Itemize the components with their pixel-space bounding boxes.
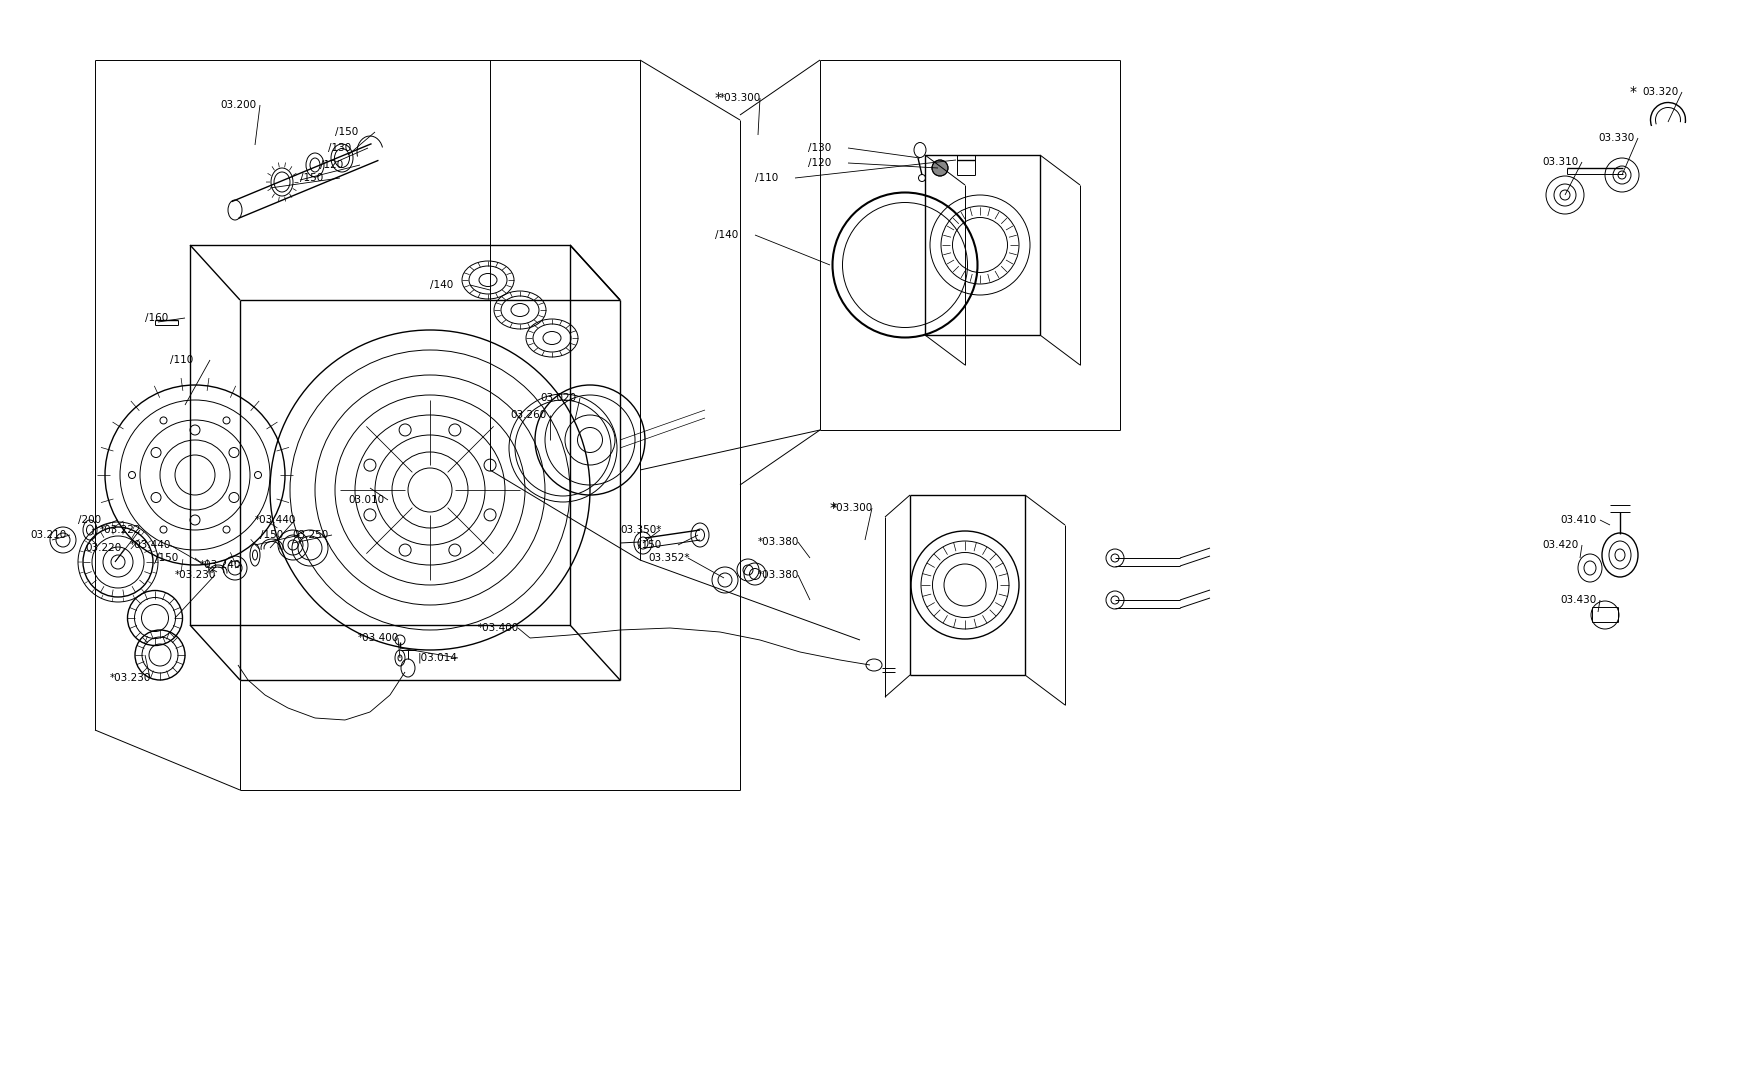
- Text: *03.400: *03.400: [358, 633, 398, 643]
- Text: 03.210: 03.210: [30, 530, 66, 540]
- Text: 03.350*: 03.350*: [619, 525, 661, 535]
- Text: /110: /110: [170, 355, 193, 365]
- Text: /120: /120: [320, 160, 343, 170]
- Text: /140: /140: [715, 230, 737, 240]
- Text: *03.222: *03.222: [99, 525, 141, 535]
- Text: 03.250: 03.250: [292, 530, 329, 540]
- Text: 03.430: 03.430: [1560, 595, 1595, 605]
- Text: 03.200: 03.200: [219, 100, 256, 110]
- Text: |03.014: |03.014: [417, 653, 457, 663]
- Text: *03.230: *03.230: [176, 570, 216, 580]
- Text: /150: /150: [155, 553, 177, 563]
- Ellipse shape: [223, 526, 230, 533]
- Text: 03.420: 03.420: [1541, 540, 1577, 550]
- Text: 03.220: 03.220: [85, 542, 122, 553]
- Text: *03.300: *03.300: [720, 93, 762, 103]
- Text: 03.330: 03.330: [1596, 133, 1633, 143]
- Text: /120: /120: [807, 158, 831, 168]
- Text: 03.260: 03.260: [510, 410, 546, 421]
- Text: /130: /130: [807, 143, 831, 153]
- Text: *03.230: *03.230: [110, 673, 151, 683]
- Text: /160: /160: [144, 314, 169, 323]
- Text: *: *: [715, 91, 722, 105]
- Text: /150: /150: [336, 127, 358, 137]
- Text: /200: /200: [78, 515, 101, 525]
- Text: *03.380: *03.380: [758, 537, 798, 547]
- Text: /150: /150: [259, 530, 283, 540]
- Ellipse shape: [223, 417, 230, 424]
- Text: 03.010: 03.010: [348, 495, 384, 505]
- Text: /140: /140: [430, 280, 452, 290]
- Text: 03.410: 03.410: [1560, 515, 1595, 525]
- Text: *03.440: *03.440: [256, 515, 296, 525]
- Ellipse shape: [160, 417, 167, 424]
- Text: *03.400: *03.400: [478, 623, 518, 633]
- Text: *03.300: *03.300: [831, 503, 873, 513]
- Text: /130: /130: [329, 143, 351, 153]
- Text: 03.352*: 03.352*: [647, 553, 689, 563]
- Text: *03.240: *03.240: [200, 560, 242, 570]
- Text: *: *: [830, 501, 836, 515]
- Text: *: *: [1628, 85, 1636, 100]
- Text: /110: /110: [755, 173, 777, 183]
- Ellipse shape: [254, 472, 261, 478]
- Text: 03.310: 03.310: [1541, 157, 1577, 167]
- Ellipse shape: [932, 160, 948, 175]
- Text: 03.320: 03.320: [1642, 87, 1678, 97]
- Text: *03.440: *03.440: [130, 540, 170, 550]
- Text: /150: /150: [638, 540, 661, 550]
- Text: *03.380: *03.380: [758, 570, 798, 580]
- Ellipse shape: [129, 472, 136, 478]
- Text: /150: /150: [299, 173, 323, 183]
- Ellipse shape: [160, 526, 167, 533]
- Text: 03.020: 03.020: [539, 393, 576, 403]
